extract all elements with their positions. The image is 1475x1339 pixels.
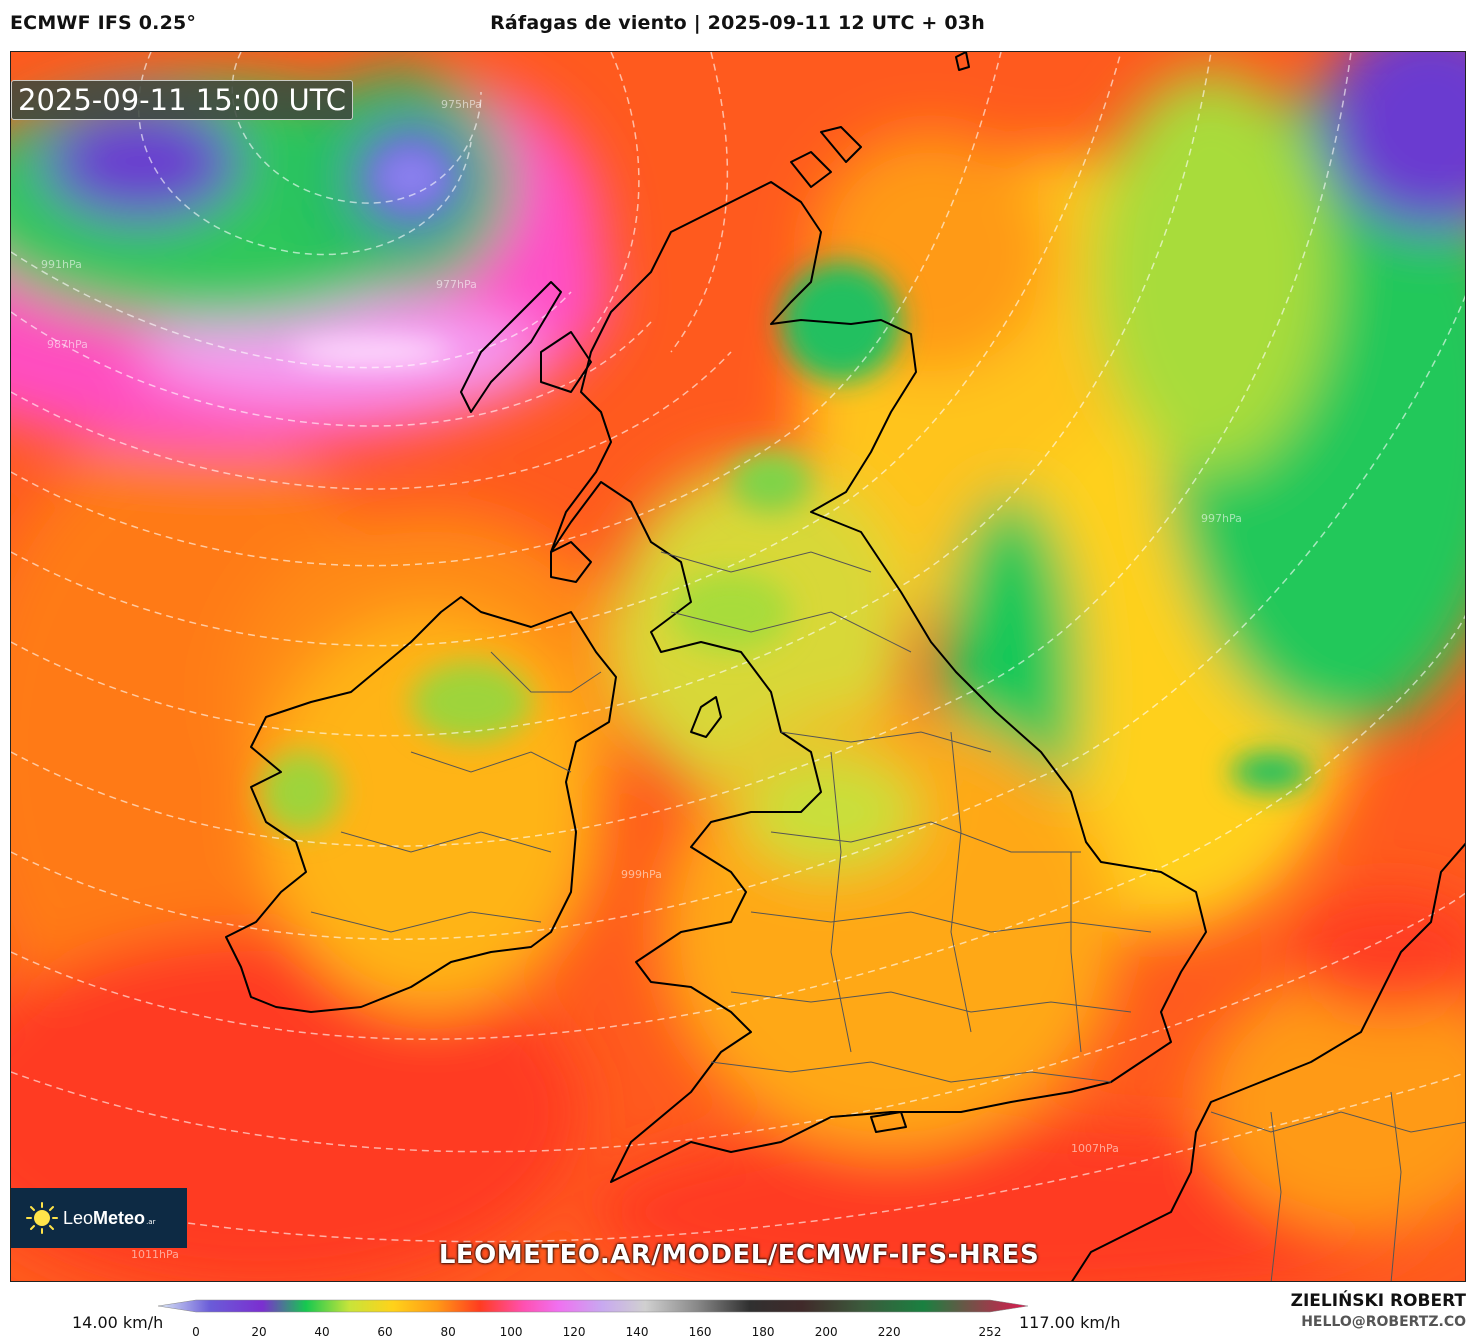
valid-time-badge: 2025-09-11 15:00 UTC [11,80,354,120]
sun-icon [26,1202,58,1234]
admin-borders [310,551,1465,1281]
orkney-coast [790,151,832,188]
author-email[interactable]: HELLO@ROBERTZ.CO [1301,1314,1466,1330]
model-title: ECMWF IFS 0.25° [10,12,197,34]
source-watermark: LEOMETEO.AR/MODEL/ECMWF-IFS-HRES [438,1240,1040,1270]
legend-tick-label: 0 [192,1325,200,1339]
legend-colorbar [157,1299,1029,1313]
legend-tick-label: 180 [752,1325,775,1339]
ireland-coast [225,596,617,1013]
isobar-label: 997hPa [1201,512,1242,525]
shetland-coast [820,126,862,163]
isobar-labels: 975hPa 977hPa 987hPa 991hPa 997hPa 999hP… [41,98,1242,1261]
coastlines [225,52,1465,1281]
legend-tick-label: 40 [314,1325,329,1339]
legend-max-label: 117.00 km/h [1019,1313,1121,1332]
legend-tick-label: 60 [377,1325,392,1339]
inner-hebrides-coast [540,331,592,393]
legend-ticks: 0 20 40 60 80 100 120 140 160 180 200 220 252 [192,1325,1001,1339]
outer-hebrides-coast [460,281,562,413]
legend-tick-label: 120 [563,1325,586,1339]
legend-tick-label: 140 [626,1325,649,1339]
legend-tick-label: 252 [979,1325,1002,1339]
isobar-label: 1007hPa [1071,1142,1119,1155]
logo-wordmark: LeoMeteo [63,1207,146,1228]
leometeo-logo[interactable]: LeoMeteo .ar [11,1188,187,1248]
logo-suffix: .ar [146,1218,156,1226]
legend-tick-label: 80 [440,1325,455,1339]
legend-tick-label: 200 [815,1325,838,1339]
great-britain-coast [550,181,1207,1183]
isobar-label: 1011hPa [131,1248,179,1261]
legend-min-label: 14.00 km/h [72,1313,164,1332]
gust-detail [261,149,1311,832]
legend-tick-label: 100 [500,1325,523,1339]
isobar-label: 977hPa [436,278,477,291]
color-legend: 0 20 40 60 80 100 120 140 160 180 200 220 252 [157,1299,1029,1339]
isobar-label: 975hPa [441,98,482,111]
isobar-label: 999hPa [621,868,662,881]
isobar-label: 991hPa [41,258,82,271]
legend-tick-label: 160 [689,1325,712,1339]
map-title: Ráfagas de viento | 2025-09-11 12 UTC + … [490,12,985,34]
legend-tick-label: 220 [878,1325,901,1339]
author-name: ZIELIŃSKI ROBERT [1290,1291,1466,1311]
wind-gust-map[interactable]: 975hPa 977hPa 987hPa 991hPa 997hPa 999hP… [10,51,1466,1282]
isle-of-man-coast [690,696,722,738]
isobar-label: 987hPa [47,338,88,351]
continent-coast [1071,842,1465,1281]
map-canvas: 975hPa 977hPa 987hPa 991hPa 997hPa 999hP… [11,52,1465,1281]
legend-tick-label: 20 [251,1325,266,1339]
gust-field [11,52,1465,1281]
